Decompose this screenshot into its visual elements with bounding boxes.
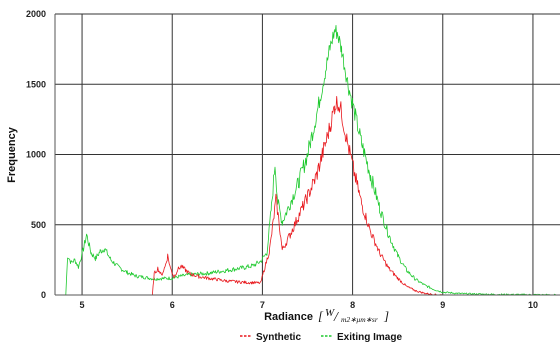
series-line-synthetic — [152, 96, 443, 296]
tick-labels: 5 6 7 8 9 10 0 500 1000 1500 2000 — [26, 9, 538, 310]
x-axis-unit-close: ] — [383, 308, 389, 323]
x-axis-label: Radiance — [264, 311, 313, 323]
x-axis-title: Radiance [ W / m2∗μm∗sr ] — [264, 307, 389, 325]
y-tick-label: 500 — [31, 220, 46, 230]
x-tick-label: 10 — [528, 300, 538, 310]
grid-lines — [55, 13, 560, 295]
x-axis-unit-slash: / — [333, 310, 339, 325]
x-axis-unit-denominator: m2∗μm∗sr — [341, 315, 378, 324]
x-tick-label: 7 — [260, 300, 265, 310]
x-tick-label: 9 — [440, 300, 445, 310]
svg-text:Radiance: Radiance — [264, 311, 313, 323]
x-tick-label: 6 — [170, 300, 175, 310]
legend-label-exiting-image: Exiting Image — [337, 332, 402, 343]
legend: Synthetic Exiting Image — [240, 332, 402, 343]
y-tick-label: 2000 — [26, 9, 46, 19]
x-tick-label: 8 — [350, 300, 355, 310]
legend-label-synthetic: Synthetic — [256, 332, 301, 343]
series-line-exiting-image — [65, 25, 556, 296]
x-axis-unit-numerator: W — [325, 307, 335, 319]
series-layer — [65, 25, 556, 296]
x-axis-unit-open: [ — [318, 308, 324, 323]
y-tick-label: 1500 — [26, 79, 46, 89]
y-tick-label: 1000 — [26, 150, 46, 160]
x-tick-label: 5 — [80, 300, 85, 310]
y-tick-label: 0 — [41, 290, 46, 300]
y-axis-title: Frequency — [6, 126, 18, 183]
